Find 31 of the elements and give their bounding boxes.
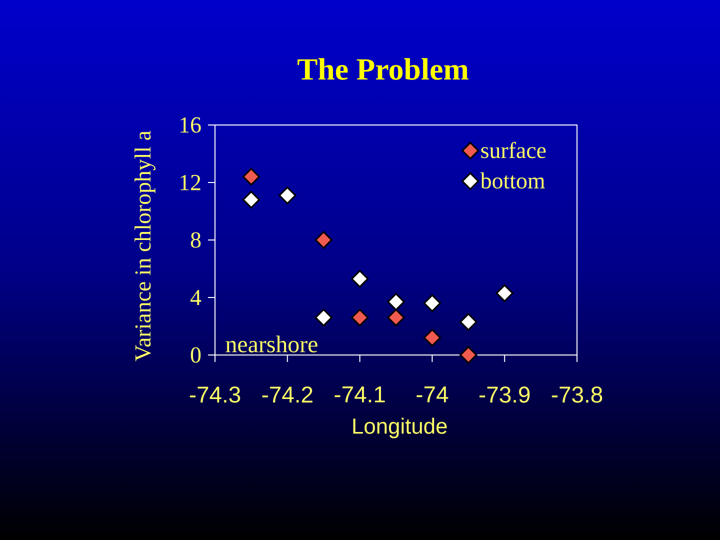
x-tick-label: -73.8 [552, 386, 602, 403]
x-axis-title: Longitude [353, 418, 447, 438]
y-tick-label: 8 [190, 232, 201, 248]
point [460, 313, 478, 331]
x-tick-label: -74.1 [334, 386, 385, 402]
x-tick-label: -73.9 [480, 386, 530, 403]
point [496, 284, 514, 302]
point [351, 270, 369, 288]
point [423, 328, 442, 347]
legend-label: surface [481, 142, 546, 158]
point [423, 294, 442, 312]
point [242, 190, 260, 209]
point [351, 308, 369, 326]
point [460, 346, 478, 364]
legend-label: bottom [480, 172, 545, 189]
annotation: nearshore [226, 336, 318, 352]
y-tick-label: 16 [180, 117, 201, 133]
point [387, 308, 405, 326]
y-tick-label: 4 [190, 290, 202, 306]
point [314, 308, 332, 326]
y-tick-label: 0 [190, 347, 201, 363]
point [314, 231, 332, 249]
chart-title: The Problem [298, 58, 468, 80]
y-tick-label: 12 [180, 174, 200, 190]
x-tick-label: -74.3 [190, 386, 240, 403]
x-tick-label: -74.2 [262, 386, 312, 403]
point [387, 293, 405, 311]
point [278, 186, 296, 204]
y-axis-title: Variance in chlorophyll a [134, 130, 156, 362]
point [242, 168, 260, 186]
x-tick-label: -74 [416, 386, 448, 402]
